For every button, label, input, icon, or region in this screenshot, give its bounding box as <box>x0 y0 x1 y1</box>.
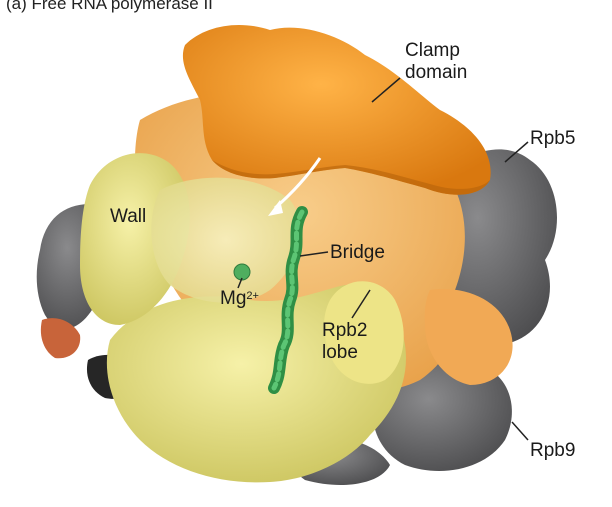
bridge-leader-line <box>299 251 329 257</box>
rpb2-lobe-label: Rpb2 lobe <box>322 320 368 363</box>
rpb2-lobe-surface <box>324 281 404 384</box>
rpb5-label: Rpb5 <box>530 128 576 149</box>
wall-label: Wall <box>110 206 147 227</box>
clamp-label: Clamp domain <box>405 40 468 83</box>
bridge-helix <box>268 206 308 394</box>
rpb9-surface <box>373 360 512 472</box>
mg-label: Mg2+ <box>220 288 259 309</box>
bridge-label: Bridge <box>330 242 385 263</box>
figure-caption: (a) Free RNA polymerase II <box>6 0 213 13</box>
clamp-shadow <box>212 160 490 195</box>
pale-cleft-surface <box>151 177 301 303</box>
clamp-leader-line <box>371 77 401 103</box>
mg-leader-line <box>237 277 243 289</box>
rpb9-leader-line <box>511 421 529 441</box>
rpb5-leader-line <box>504 141 529 163</box>
white-arrow-head <box>268 200 283 216</box>
mg-ion <box>233 263 251 281</box>
lower-orange-surface <box>424 289 513 385</box>
rpb2-leader-line <box>351 289 371 319</box>
rpb9-label: Rpb9 <box>530 440 576 461</box>
clamp-surface <box>182 25 491 195</box>
dark-orange-surface <box>40 318 81 359</box>
